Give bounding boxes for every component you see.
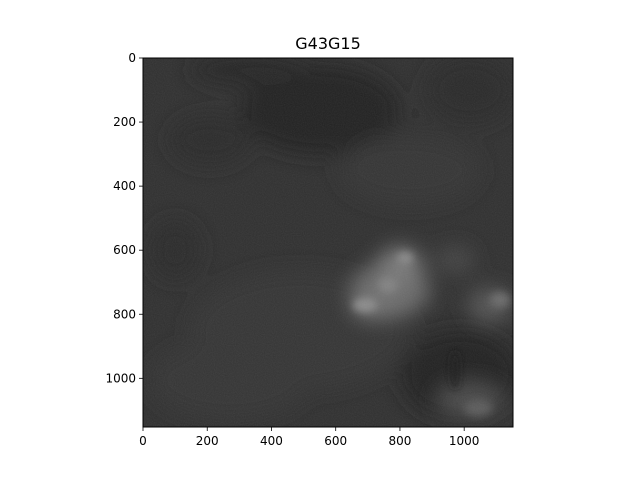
x-tick-label: 800 [388, 434, 411, 448]
x-tick-label: 600 [324, 434, 347, 448]
y-tick-label: 200 [113, 115, 136, 129]
y-tick-label: 800 [113, 307, 136, 321]
figure-title: G43G15 [295, 34, 361, 53]
y-tick-label: 0 [128, 51, 136, 65]
x-tick-label: 1000 [449, 434, 480, 448]
axes-frame [142, 57, 514, 428]
x-tick-label: 0 [139, 434, 147, 448]
satellite-image [143, 58, 513, 427]
x-tick-label: 400 [260, 434, 283, 448]
y-tick-label: 400 [113, 179, 136, 193]
y-tick-label: 600 [113, 243, 136, 257]
x-tick-label: 200 [196, 434, 219, 448]
y-tick-label: 1000 [105, 371, 136, 385]
x-axis: 0 200 400 600 800 1000 [139, 427, 479, 448]
y-axis: 0 200 400 600 800 1000 [105, 51, 143, 385]
